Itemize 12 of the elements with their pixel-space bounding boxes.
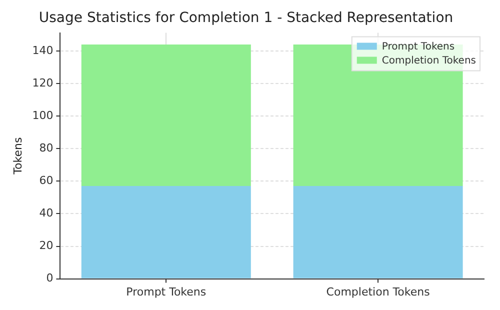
legend-label: Completion Tokens [382, 55, 476, 66]
y-axis-title: Tokens [11, 137, 24, 176]
y-tick-label: 0 [46, 272, 54, 285]
chart-title: Usage Statistics for Completion 1 - Stacked Representation [38, 10, 454, 26]
y-tick-label: 140 [32, 44, 54, 57]
y-tick-label: 80 [39, 142, 54, 154]
y-tick-label: 40 [39, 206, 54, 220]
legend-label: Prompt Tokens [382, 41, 455, 52]
y-tick-label: 20 [39, 239, 54, 252]
y-tick-label: 60 [39, 174, 54, 188]
y-tick-label: 100 [32, 108, 54, 122]
y-tick-label: 120 [32, 76, 54, 90]
